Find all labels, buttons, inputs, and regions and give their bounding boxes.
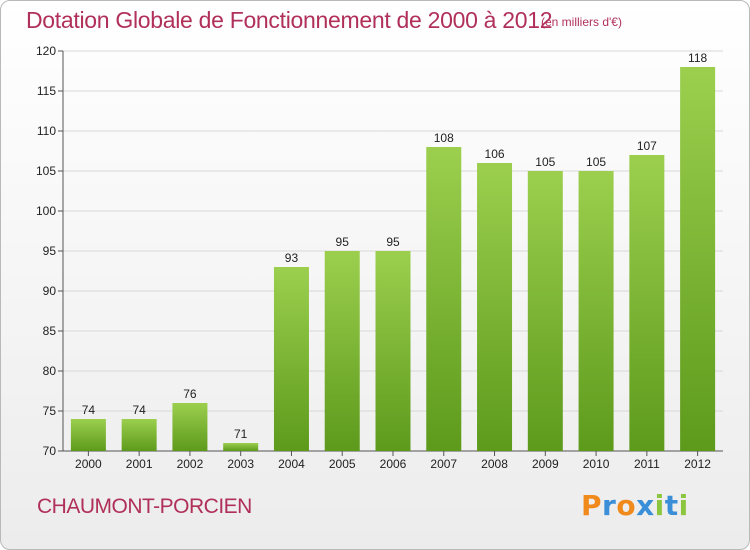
bar-value-label: 105 xyxy=(535,155,555,169)
bar-value-label: 105 xyxy=(586,155,606,169)
chart-subtitle: (en milliers d'€) xyxy=(541,15,622,29)
logo-letter: x xyxy=(636,489,655,522)
bar-value-label: 95 xyxy=(336,235,350,249)
bar-value-label: 74 xyxy=(132,403,146,417)
bar xyxy=(578,171,614,451)
bar-value-label: 74 xyxy=(82,403,96,417)
x-tick-label: 2008 xyxy=(481,457,508,471)
bar xyxy=(273,267,309,451)
logo-letter: i xyxy=(654,489,665,522)
bar-value-label: 93 xyxy=(285,251,299,265)
bar xyxy=(477,163,513,451)
y-tick-label: 110 xyxy=(37,124,56,138)
logo-letter: r xyxy=(602,489,617,522)
y-tick-label: 100 xyxy=(36,204,56,218)
bar-value-label: 107 xyxy=(637,139,657,153)
x-tick-label: 2004 xyxy=(278,457,305,471)
bar xyxy=(375,251,411,451)
y-tick-label: 90 xyxy=(43,284,57,298)
x-tick-label: 2001 xyxy=(126,457,153,471)
bar xyxy=(324,251,360,451)
bar-value-label: 106 xyxy=(485,147,505,161)
bar-value-label: 108 xyxy=(434,131,454,145)
x-tick-label: 2002 xyxy=(177,457,204,471)
bar xyxy=(426,147,462,451)
chart-title: Dotation Globale de Fonctionnement de 20… xyxy=(26,7,553,33)
bars xyxy=(70,67,716,451)
labels: 70 75 80 85 90 95 100 105 110 115 120 74 2000 74 2001 7… xyxy=(36,44,711,471)
y-tick-label: 80 xyxy=(43,364,57,378)
bar-value-label: 76 xyxy=(183,387,197,401)
commune-name: CHAUMONT-PORCIEN xyxy=(37,495,252,518)
bar xyxy=(121,419,157,451)
x-tick-label: 2003 xyxy=(227,457,254,471)
logo-letter: o xyxy=(616,489,637,522)
logo-letter: i xyxy=(678,489,689,522)
y-tick-label: 85 xyxy=(43,324,57,338)
x-tick-label: 2007 xyxy=(430,457,457,471)
bar-value-label: 95 xyxy=(386,235,400,249)
logo-letter: P xyxy=(581,489,603,522)
x-tick-label: 2012 xyxy=(684,457,711,471)
y-tick-label: 75 xyxy=(43,404,57,418)
y-tick-label: 105 xyxy=(36,164,56,178)
bar xyxy=(223,443,259,451)
y-tick-label: 120 xyxy=(36,44,56,58)
bar xyxy=(70,419,106,451)
bar xyxy=(172,403,208,451)
y-tick-label: 115 xyxy=(37,84,56,98)
x-tick-label: 2011 xyxy=(634,457,660,471)
bar xyxy=(629,155,665,451)
y-tick-label: 95 xyxy=(43,244,57,258)
logo-letter: t xyxy=(664,489,679,522)
bar xyxy=(680,67,716,451)
x-tick-label: 2009 xyxy=(532,457,559,471)
x-tick-label: 2010 xyxy=(583,457,610,471)
x-tick-label: 2000 xyxy=(75,457,102,471)
y-tick-label: 70 xyxy=(43,444,57,458)
bar-value-label: 118 xyxy=(688,51,707,65)
x-tick-label: 2005 xyxy=(329,457,356,471)
bar xyxy=(527,171,563,451)
x-tick-label: 2006 xyxy=(380,457,407,471)
proxiti-logo: Proxiti xyxy=(581,489,689,522)
bar-value-label: 71 xyxy=(234,427,248,441)
